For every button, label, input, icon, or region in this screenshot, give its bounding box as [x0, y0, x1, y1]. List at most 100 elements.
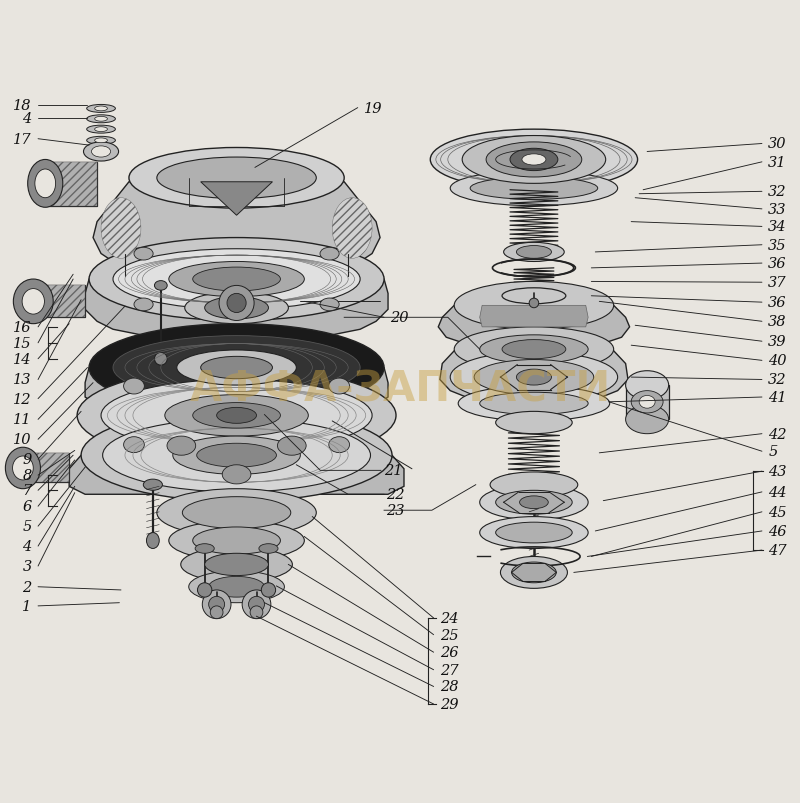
Ellipse shape	[22, 289, 45, 315]
Text: 38: 38	[768, 315, 787, 329]
Ellipse shape	[529, 299, 538, 308]
Ellipse shape	[146, 533, 159, 548]
Ellipse shape	[249, 597, 265, 613]
Text: 21: 21	[384, 464, 402, 478]
Ellipse shape	[450, 353, 618, 403]
Text: 32: 32	[768, 373, 787, 387]
Text: 39: 39	[768, 335, 787, 349]
Ellipse shape	[94, 128, 107, 132]
Ellipse shape	[94, 107, 107, 112]
Ellipse shape	[227, 294, 246, 313]
Ellipse shape	[490, 472, 578, 498]
Polygon shape	[480, 306, 588, 328]
Ellipse shape	[195, 544, 214, 553]
Text: 16: 16	[13, 320, 32, 334]
Text: 29: 29	[440, 697, 458, 711]
Ellipse shape	[209, 597, 225, 613]
Polygon shape	[438, 306, 630, 350]
Text: 12: 12	[13, 392, 32, 406]
Text: 35: 35	[768, 238, 787, 252]
Text: 7: 7	[22, 483, 32, 498]
Ellipse shape	[222, 465, 251, 484]
Bar	[46, 163, 97, 206]
Text: 28: 28	[440, 679, 458, 694]
Ellipse shape	[496, 491, 572, 515]
Ellipse shape	[626, 371, 669, 400]
Ellipse shape	[202, 590, 231, 619]
Ellipse shape	[450, 171, 618, 206]
Text: 30: 30	[768, 137, 787, 151]
Polygon shape	[34, 286, 85, 318]
Polygon shape	[201, 182, 273, 216]
Ellipse shape	[510, 149, 558, 171]
Ellipse shape	[124, 378, 144, 394]
Ellipse shape	[462, 137, 606, 184]
Polygon shape	[626, 385, 670, 420]
Text: 32: 32	[768, 185, 787, 199]
Ellipse shape	[77, 368, 396, 463]
Text: АФФА-ЗАПЧАСТИ: АФФА-ЗАПЧАСТИ	[190, 368, 610, 410]
Ellipse shape	[480, 336, 588, 364]
Ellipse shape	[496, 412, 572, 434]
Ellipse shape	[278, 437, 306, 455]
Text: 36: 36	[768, 257, 787, 271]
Ellipse shape	[474, 360, 594, 395]
Text: 2: 2	[22, 580, 32, 594]
Ellipse shape	[91, 147, 110, 158]
Text: 5: 5	[22, 520, 32, 533]
Ellipse shape	[480, 393, 588, 415]
Polygon shape	[85, 368, 388, 416]
Text: 41: 41	[768, 390, 787, 405]
Text: 23: 23	[386, 503, 405, 518]
Ellipse shape	[86, 126, 115, 134]
Ellipse shape	[470, 177, 598, 200]
Text: 22: 22	[386, 487, 405, 502]
Polygon shape	[93, 182, 380, 276]
Ellipse shape	[329, 378, 350, 394]
Ellipse shape	[522, 155, 546, 165]
Ellipse shape	[86, 116, 115, 124]
Ellipse shape	[89, 324, 384, 412]
Text: 11: 11	[13, 413, 32, 427]
Text: 8: 8	[22, 469, 32, 483]
Ellipse shape	[502, 340, 566, 359]
Ellipse shape	[182, 497, 290, 529]
Ellipse shape	[209, 577, 265, 597]
Ellipse shape	[14, 279, 54, 324]
Ellipse shape	[205, 297, 269, 320]
Text: 4: 4	[22, 112, 32, 126]
Polygon shape	[440, 352, 628, 404]
Ellipse shape	[496, 523, 572, 543]
Polygon shape	[69, 455, 404, 495]
Text: 9: 9	[22, 453, 32, 467]
Ellipse shape	[501, 556, 567, 589]
Polygon shape	[23, 453, 69, 483]
Ellipse shape	[124, 437, 144, 453]
Ellipse shape	[193, 267, 281, 291]
Ellipse shape	[259, 544, 278, 553]
Ellipse shape	[134, 248, 153, 261]
Ellipse shape	[89, 238, 384, 321]
Ellipse shape	[94, 139, 107, 144]
Bar	[23, 453, 69, 483]
Ellipse shape	[102, 419, 370, 492]
Ellipse shape	[516, 369, 551, 385]
Text: 40: 40	[768, 354, 787, 368]
Ellipse shape	[198, 583, 212, 597]
Ellipse shape	[193, 528, 281, 554]
Ellipse shape	[101, 380, 372, 451]
Text: 20: 20	[390, 311, 409, 325]
Ellipse shape	[35, 169, 55, 198]
Ellipse shape	[13, 456, 34, 480]
Ellipse shape	[157, 158, 316, 199]
Ellipse shape	[113, 336, 360, 400]
Text: 37: 37	[768, 276, 787, 290]
Ellipse shape	[626, 406, 669, 434]
Ellipse shape	[129, 149, 344, 209]
Ellipse shape	[519, 496, 548, 509]
Ellipse shape	[193, 403, 281, 429]
Ellipse shape	[177, 351, 296, 385]
Polygon shape	[46, 163, 97, 206]
Text: 27: 27	[440, 662, 458, 677]
Ellipse shape	[430, 130, 638, 190]
